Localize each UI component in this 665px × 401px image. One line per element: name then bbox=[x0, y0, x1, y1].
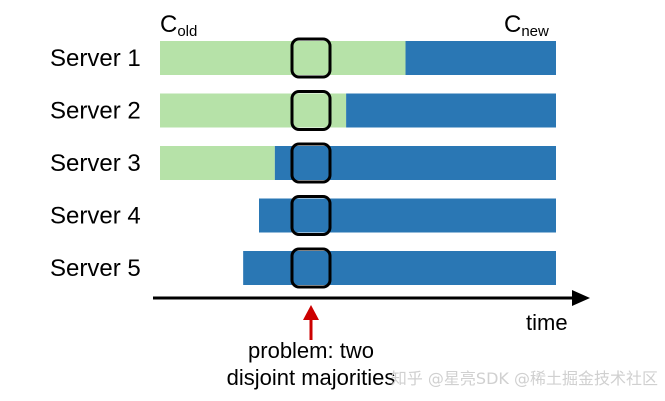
time-axis-arrowhead bbox=[572, 290, 590, 306]
server-rows: Server 1 Server 2 Server 3 Server 4 Server 5 bbox=[50, 41, 556, 285]
old-config-label: Cold bbox=[160, 11, 197, 40]
highlight-box bbox=[290, 37, 332, 79]
highlight-box bbox=[290, 90, 332, 131]
problem-note-line-1: problem: two bbox=[248, 338, 374, 363]
server-label: Server 3 bbox=[50, 150, 141, 177]
server-row: Server 5 bbox=[50, 251, 556, 285]
new-config-segment bbox=[346, 93, 556, 128]
problem-arrow-head bbox=[303, 305, 319, 320]
watermark: 知乎 @星亮SDK @稀土掘金技术社区 bbox=[391, 369, 658, 388]
old-config-segment bbox=[160, 41, 406, 75]
old-config-segment bbox=[160, 146, 275, 180]
new-config-segment bbox=[259, 198, 556, 233]
new-config-label: Cnew bbox=[504, 11, 549, 40]
server-row: Server 2 bbox=[50, 93, 556, 128]
highlight-box bbox=[290, 247, 332, 289]
server-label: Server 4 bbox=[50, 203, 141, 230]
problem-moment-highlights bbox=[290, 37, 332, 289]
server-row: Server 3 bbox=[50, 146, 556, 180]
server-row: Server 4 bbox=[50, 198, 556, 233]
server-label: Server 5 bbox=[50, 255, 141, 282]
new-config-segment bbox=[274, 146, 556, 180]
old-config-segment bbox=[160, 93, 347, 128]
highlight-box bbox=[290, 142, 332, 184]
server-label: Server 1 bbox=[50, 45, 141, 72]
server-label: Server 2 bbox=[50, 98, 141, 125]
problem-note-line-2: disjoint majorities bbox=[227, 365, 396, 390]
time-axis-label: time bbox=[526, 310, 568, 335]
new-config-segment bbox=[405, 41, 556, 75]
highlight-box bbox=[290, 195, 332, 236]
new-config-segment bbox=[243, 251, 556, 285]
server-row: Server 1 bbox=[50, 41, 556, 75]
